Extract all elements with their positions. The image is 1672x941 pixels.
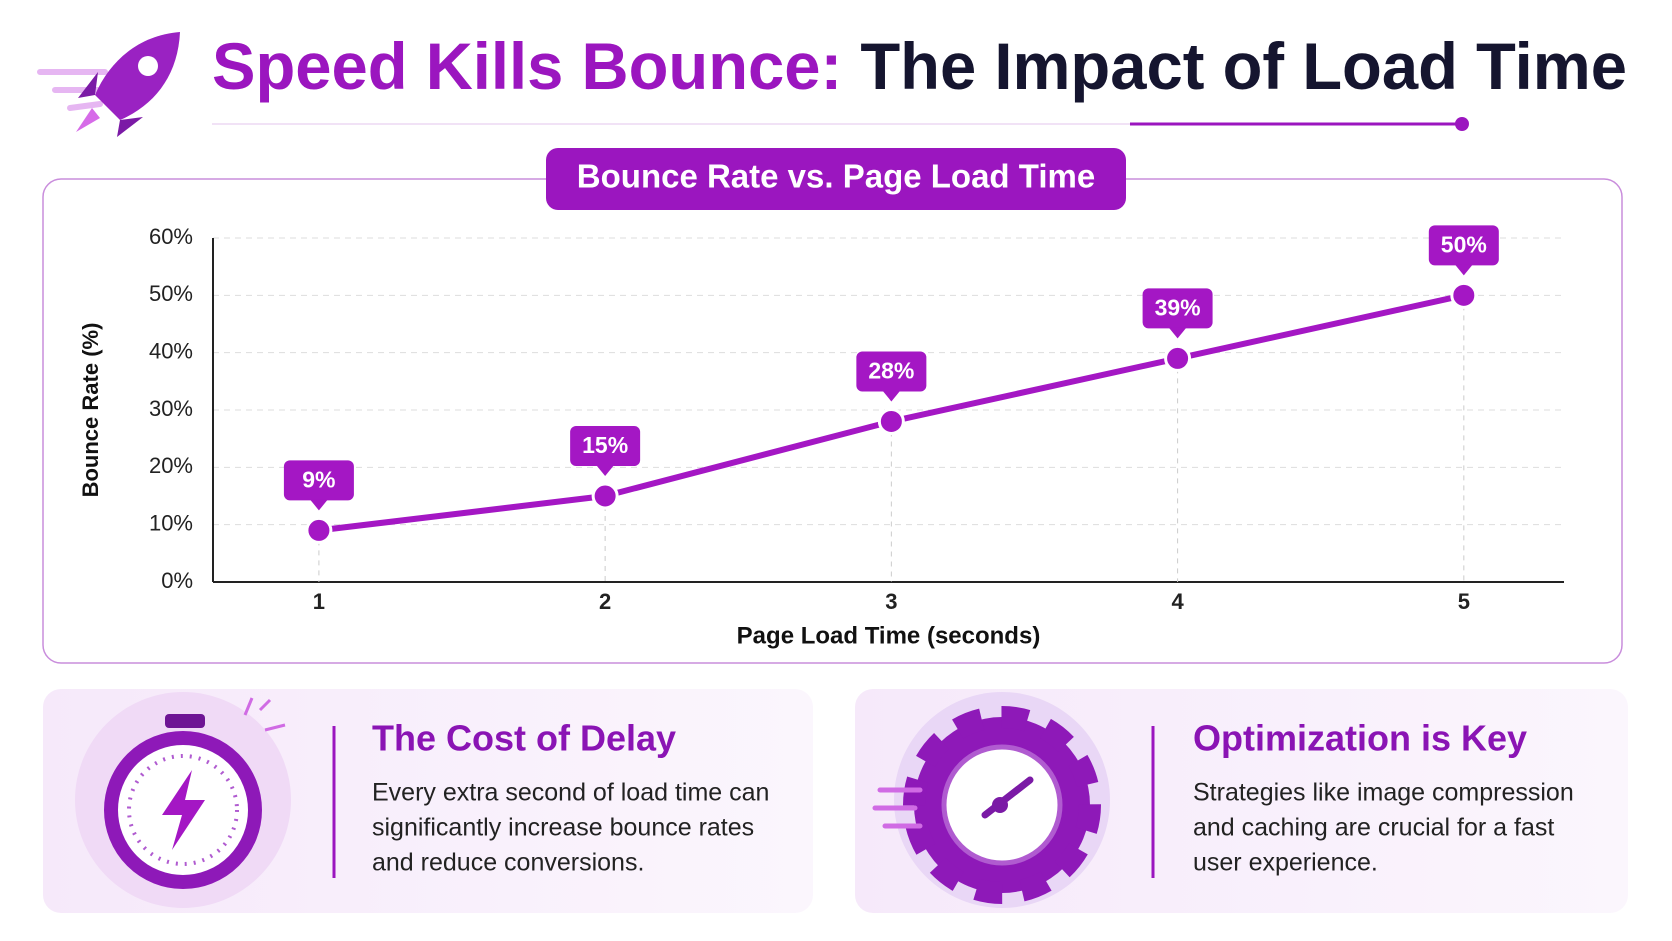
value-label-pointer xyxy=(1454,264,1473,276)
value-label: 39% xyxy=(1155,294,1201,320)
value-label-pointer xyxy=(596,465,615,476)
value-label: 9% xyxy=(302,466,335,492)
value-label-badge xyxy=(570,426,641,466)
gear-icon xyxy=(872,692,1110,908)
data-point xyxy=(591,482,619,510)
value-label: 28% xyxy=(868,358,914,384)
x-tick-label: 4 xyxy=(1171,589,1184,614)
y-tick-label: 50% xyxy=(149,281,193,306)
title-rest: The Impact of Load Time xyxy=(860,29,1627,103)
card-text: significantly increase bounce rates xyxy=(372,814,754,842)
card-text: user experience. xyxy=(1193,849,1378,877)
card-text: and reduce conversions. xyxy=(372,849,644,877)
underline-dot xyxy=(1455,117,1469,131)
y-tick-label: 40% xyxy=(149,338,193,363)
card-title: The Cost of Delay xyxy=(372,718,676,759)
title: Speed Kills Bounce: The Impact of Load T… xyxy=(212,29,1627,103)
y-tick-label: 20% xyxy=(149,453,193,478)
value-label-pointer xyxy=(882,390,901,402)
x-tick-label: 5 xyxy=(1458,589,1470,614)
data-point xyxy=(1450,281,1478,309)
y-axis-label: Bounce Rate (%) xyxy=(78,323,103,498)
card-text: Every extra second of load time can xyxy=(372,779,769,807)
value-label-pointer xyxy=(309,499,328,511)
x-tick-label: 2 xyxy=(599,589,611,614)
x-tick-label: 3 xyxy=(885,589,897,614)
card-title: Optimization is Key xyxy=(1193,718,1527,759)
rocket-icon xyxy=(37,32,180,137)
x-axis-label: Page Load Time (seconds) xyxy=(737,622,1041,649)
value-label-badge xyxy=(1428,225,1499,266)
card-text: Strategies like image compression xyxy=(1193,779,1574,807)
value-label-pointer xyxy=(1168,327,1187,339)
cards: The Cost of Delay Every extra second of l… xyxy=(372,718,1574,877)
value-label-badge xyxy=(1142,288,1213,329)
x-tick-label: 1 xyxy=(313,589,325,614)
value-label-badge xyxy=(856,351,927,392)
plot: 0% 10% 20% 30% 40% 50% 60% 1 2 3 4 5 Page Load Time … xyxy=(78,224,1564,649)
stopwatch-icon xyxy=(75,692,291,908)
title-accent: Speed Kills Bounce: xyxy=(212,29,842,103)
chart-panel xyxy=(42,178,1623,664)
data-point xyxy=(877,407,905,435)
value-label: 15% xyxy=(582,432,628,458)
data-point xyxy=(1164,344,1192,372)
y-tick-label: 0% xyxy=(161,568,193,593)
y-tick-label: 30% xyxy=(149,396,193,421)
chart-title: Bounce Rate vs. Page Load Time xyxy=(577,158,1095,195)
data-point xyxy=(305,516,333,544)
value-label: 50% xyxy=(1441,231,1487,257)
chart-title-badge xyxy=(546,148,1126,210)
value-label-badge xyxy=(283,460,354,501)
y-tick-label: 60% xyxy=(149,224,193,249)
y-tick-label: 10% xyxy=(149,510,193,535)
card-text: and caching are crucial for a fast xyxy=(1193,814,1554,842)
